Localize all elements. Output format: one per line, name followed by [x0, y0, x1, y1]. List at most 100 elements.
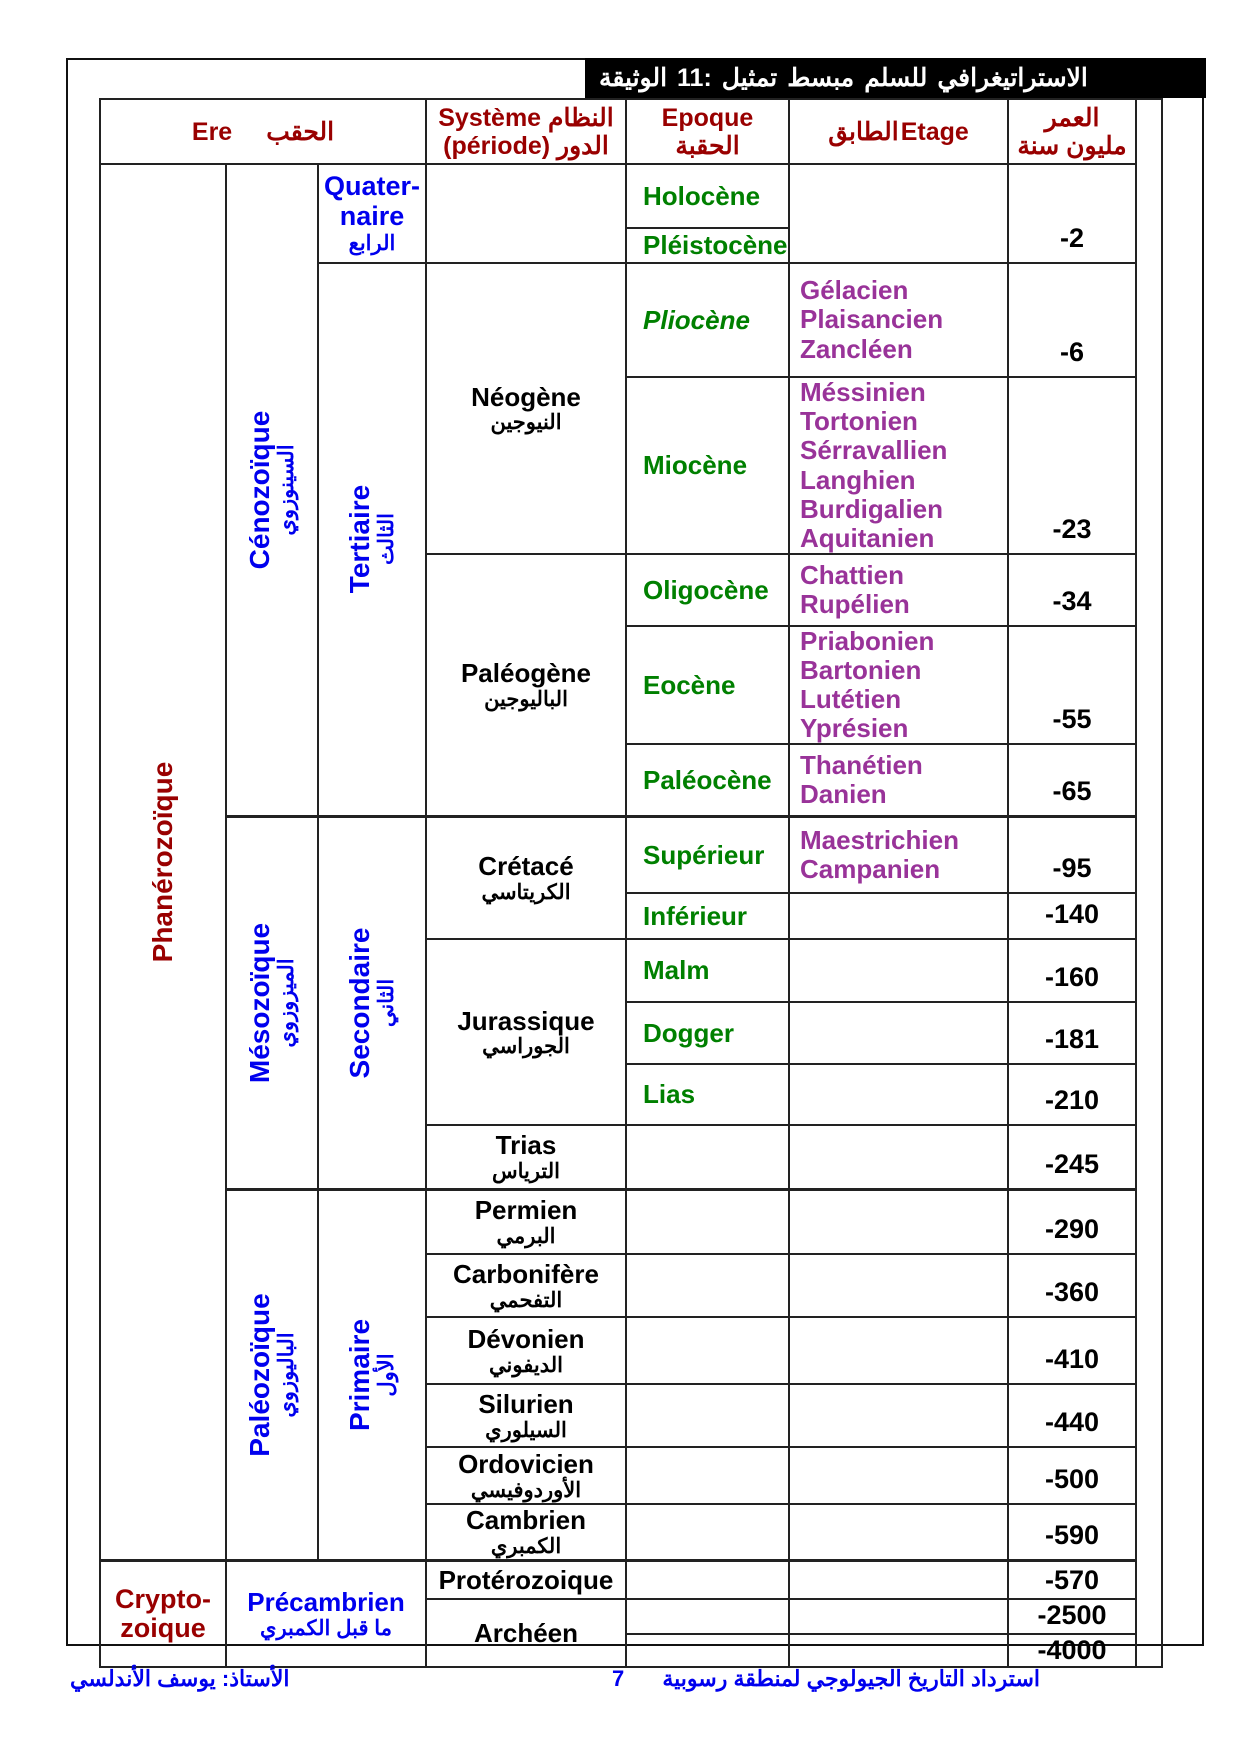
row-cretace-inferieur: Inférieur -140 [100, 892, 1162, 941]
epoch-miocene: Miocène [625, 376, 790, 555]
trias-ar: الترياس [491, 1159, 561, 1183]
row-silurien: Silurien السيلوري -440 [100, 1383, 1162, 1449]
epoch-oligocene: Oligocène [625, 553, 790, 627]
secondaire-ar: الثاني [375, 978, 399, 1028]
header-epoque-ar: الحقبة [675, 131, 740, 160]
footer-lesson-title: استرداد التاريخ الجيولوجي لمنطقة رسوبية [662, 1666, 1040, 1691]
header-age-line2: مليون سنة [1017, 131, 1127, 160]
precambrien-fr: Précambrien [247, 1587, 405, 1618]
systeme-jurassique: Jurassique الجوراسي [425, 938, 627, 1127]
header-epoque: Epoque الحقبة [625, 98, 790, 165]
age-cambrien: -590 [1007, 1503, 1137, 1562]
epoque-empty-devonien [625, 1316, 790, 1386]
etage-empty-devonien [788, 1316, 1009, 1386]
jurassique-ar: الجوراسي [482, 1035, 570, 1059]
etage-empty-malm [788, 938, 1009, 1004]
systeme-silurien: Silurien السيلوري [425, 1383, 627, 1449]
row-cretace-superieur: Mésozoïque الميزوزوي Secondaire الثاني Cré… [100, 814, 1162, 1191]
systeme-archeen: Archéen [425, 1598, 627, 1669]
stages-paleocene: Thanétien Danien [788, 743, 1009, 818]
etage-empty-dogger [788, 1001, 1009, 1066]
cenozoique-ar: السينوزوي [275, 444, 299, 536]
quaternaire-ar: الرابع [348, 231, 396, 255]
permien-ar: البرمي [496, 1224, 556, 1248]
mesozoique-fr: Mésozoïque [243, 922, 275, 1084]
stages-oligocene: Chattien Rupélien [788, 553, 1009, 627]
footer-teacher: الأستاذ: يوسف الأندلسي [70, 1666, 290, 1691]
age-dogger: -181 [1007, 1001, 1137, 1066]
age-permien: -290 [1007, 1187, 1137, 1256]
epoch-pleistocene: Pléistocène [625, 227, 790, 264]
epoch-inferieur: Inférieur [625, 892, 790, 941]
age-proterozoique: -570 [1007, 1558, 1137, 1601]
systeme-empty-quaternaire [425, 163, 627, 264]
neogene-ar: النيوجين [490, 411, 562, 435]
stages-eocene: Priabonien Bartonien Lutétien Yprésien [788, 624, 1009, 746]
age-cretace-superieur: -95 [1007, 814, 1137, 895]
age-eocene: -55 [1007, 624, 1137, 746]
paleogene-ar: الباليوجين [484, 687, 568, 711]
carbonifere-ar: التفحمي [489, 1288, 563, 1312]
eon-phanerozoique: Phanérozoïque [99, 162, 227, 1562]
devonien-ar: الديفوني [489, 1353, 563, 1377]
epoch-malm: Malm [625, 938, 790, 1004]
epoch-dogger: Dogger [625, 1001, 790, 1066]
stages-miocene: Méssinien Tortonien Sérravallien Langhie… [788, 376, 1009, 555]
age-carbonifere: -360 [1007, 1253, 1137, 1319]
age-oligocene: -34 [1007, 553, 1137, 627]
era-primaire: Primaire الأول [317, 1187, 427, 1562]
stratigraphic-table: Ere الحقب Système النظام (période) الدور… [99, 97, 1163, 1669]
quaternaire-fr: Quater- naire [323, 171, 421, 231]
header-epoque-fr: Epoque [661, 103, 754, 132]
primaire-fr: Primaire [343, 1318, 375, 1431]
etage-empty-permien [788, 1187, 1009, 1256]
epoch-pliocene: Pliocène [625, 262, 790, 378]
systeme-carbonifere: Carbonifère التفحمي [425, 1253, 627, 1319]
systeme-paleogene: Paléogène الباليوجين [425, 552, 627, 818]
header-ere: Ere الحقب [99, 98, 427, 165]
systeme-proterozoique: Protérozoique [425, 1558, 627, 1601]
era-tertiaire: Tertiaire الثالث [317, 261, 427, 818]
systeme-trias: Trias الترياس [425, 1124, 627, 1191]
paleogene-fr: Paléogène [460, 658, 592, 689]
row-pliocene: Tertiaire الثالث Néogène النيوجين Pliocèn… [100, 261, 1162, 818]
etage-empty-carbonifere [788, 1253, 1009, 1319]
row-oligocene: Paléogène الباليوجين Oligocène Chattien … [100, 552, 1162, 818]
etage-empty-inferieur [788, 892, 1009, 941]
epoch-eocene: Eocène [625, 624, 790, 746]
primaire-ar: الأول [375, 1353, 399, 1397]
age-quaternaire: -2 [1007, 163, 1137, 264]
etage-empty-lias [788, 1063, 1009, 1127]
phanerozoique-label: Phanérozoïque [146, 761, 178, 963]
epoque-empty-carbonifere [625, 1253, 790, 1319]
carbonifere-fr: Carbonifère [453, 1259, 599, 1290]
row-eocene: Eocène Priabonien Bartonien Lutétien Ypr… [100, 624, 1162, 746]
row-permien: Paléozoïque الباليوزوي Primaire الأول Perm… [100, 1187, 1162, 1562]
row-archeen-1: Archéen -2500 [100, 1598, 1162, 1669]
paleozoique-fr: Paléozoïque [243, 1293, 275, 1457]
era-quaternaire: Quater- naire الرابع [317, 163, 427, 264]
systeme-neogene: Néogène النيوجين [425, 262, 627, 555]
epoque-empty-permien [625, 1187, 790, 1256]
header-etage: الطابق Etage [788, 98, 1009, 165]
age-ordovicien: -500 [1007, 1446, 1137, 1506]
stages-cretace-superieur: Maestrichien Campanien [788, 814, 1009, 895]
row-proterozoique: Crypto- zoique Précambrien ما قبل الكمبر… [99, 1558, 1162, 1669]
jurassique-fr: Jurassique [457, 1005, 595, 1036]
etage-empty-archeen-1 [788, 1598, 1009, 1636]
epoque-empty-silurien [625, 1383, 790, 1449]
age-archeen-4000: -4000 [1007, 1633, 1137, 1669]
title-word: 11: [677, 63, 712, 92]
age-pliocene: -6 [1007, 262, 1137, 378]
tertiaire-ar: الثالث [375, 513, 399, 566]
proterozoique-fr: Protérozoique [438, 1564, 614, 1595]
stages-pliocene: Gélacien Plaisancien Zancléen [788, 262, 1009, 378]
row-archeen-2: -4000 [100, 1633, 1162, 1669]
systeme-cretace: Crétacé الكريتاسي [425, 814, 627, 941]
cambrien-fr: Cambrien [466, 1505, 586, 1536]
age-miocene: -23 [1007, 376, 1137, 555]
header-systeme: Système النظام (période) الدور [425, 98, 627, 165]
title-word: مبسط [787, 64, 855, 92]
page-footer: الأستاذ: يوسف الأندلسي 7 استرداد التاريخ… [66, 1662, 1206, 1696]
eon-cryptozoique: Crypto- zoique [99, 1558, 227, 1669]
